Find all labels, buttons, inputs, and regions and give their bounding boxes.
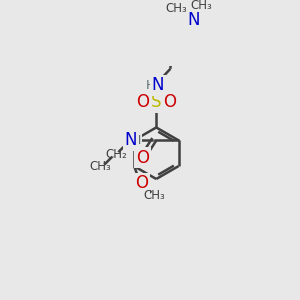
Text: H: H (146, 79, 155, 92)
Text: N: N (125, 131, 137, 149)
Text: O: O (135, 174, 148, 192)
Text: CH₂: CH₂ (105, 148, 127, 161)
Text: O: O (136, 148, 149, 166)
Text: CH₃: CH₃ (191, 0, 212, 12)
Text: CH₃: CH₃ (166, 2, 188, 15)
Text: O: O (136, 94, 149, 112)
Text: H: H (132, 134, 141, 147)
Text: CH₃: CH₃ (90, 160, 111, 173)
Text: O: O (163, 94, 176, 112)
Text: N: N (152, 76, 164, 94)
Text: S: S (151, 94, 161, 112)
Text: N: N (188, 11, 200, 29)
Text: CH₃: CH₃ (143, 189, 165, 202)
